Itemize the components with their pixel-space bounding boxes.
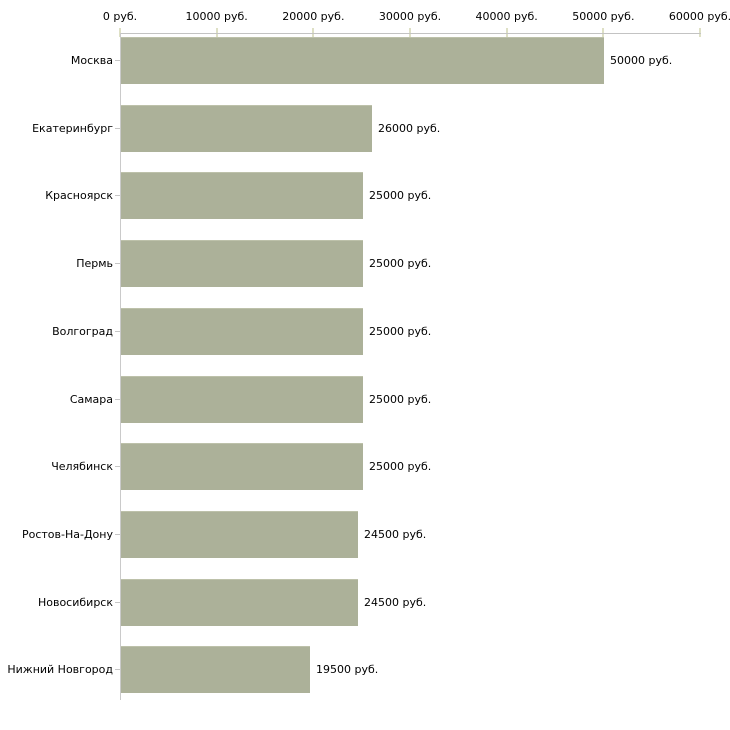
x-tick-mark [312, 28, 315, 37]
x-tick-label: 0 руб. [102, 10, 138, 23]
x-axis: 0 руб. 10000 руб. 20000 руб. 30000 руб. 4000… [0, 0, 730, 42]
bar [121, 105, 372, 152]
bar-row: Челябинск 25000 руб. [0, 443, 730, 490]
x-tick-mark [602, 28, 605, 37]
bar-row: Красноярск 25000 руб. [0, 172, 730, 219]
value-label: 26000 руб. [378, 122, 441, 135]
x-axis-line [120, 33, 701, 34]
value-label: 24500 руб. [364, 596, 427, 609]
bar [121, 511, 358, 558]
category-label: Челябинск [51, 460, 113, 473]
x-tick-label: 40000 руб. [475, 10, 538, 23]
bar-row: Ростов-На-Дону 24500 руб. [0, 511, 730, 558]
x-tick-label: 50000 руб. [572, 10, 635, 23]
category-label: Нижний Новгород [7, 663, 113, 676]
x-tick-label: 10000 руб. [185, 10, 248, 23]
x-tick-label: 20000 руб. [282, 10, 345, 23]
value-label: 50000 руб. [610, 54, 673, 67]
bar-row: Самара 25000 руб. [0, 376, 730, 423]
value-label: 25000 руб. [369, 189, 432, 202]
x-tick-mark [505, 28, 508, 37]
value-label: 19500 руб. [316, 663, 379, 676]
bar [121, 646, 310, 693]
category-label: Ростов-На-Дону [21, 528, 113, 541]
y-tick-mark [115, 466, 120, 467]
bar-row: Волгоград 25000 руб. [0, 308, 730, 355]
y-tick-mark [115, 669, 120, 670]
y-axis-line [120, 33, 121, 700]
x-tick-mark [699, 28, 701, 37]
y-tick-mark [115, 195, 120, 196]
value-label: 25000 руб. [369, 325, 432, 338]
bar-row: Москва 50000 руб. [0, 37, 730, 84]
value-label: 25000 руб. [369, 460, 432, 473]
x-tick-label: 60000 руб. [668, 10, 730, 23]
category-label: Новосибирск [37, 596, 113, 609]
bar-row: Пермь 25000 руб. [0, 240, 730, 287]
x-tick-mark [215, 28, 218, 37]
y-tick-mark [115, 60, 120, 61]
y-tick-mark [115, 331, 120, 332]
bar [121, 172, 363, 219]
value-label: 25000 руб. [369, 393, 432, 406]
bar [121, 443, 363, 490]
category-label: Москва [70, 54, 113, 67]
bar [121, 37, 604, 84]
bar [121, 376, 363, 423]
bar [121, 240, 363, 287]
category-label: Красноярск [45, 189, 113, 202]
bar-row: Новосибирск 24500 руб. [0, 579, 730, 626]
value-label: 25000 руб. [369, 257, 432, 270]
x-tick-mark [409, 28, 411, 37]
bar [121, 308, 363, 355]
y-tick-mark [115, 602, 120, 603]
category-label: Пермь [76, 257, 113, 270]
y-tick-mark [115, 128, 120, 129]
x-tick-label: 30000 руб. [378, 10, 442, 23]
y-tick-mark [115, 263, 120, 264]
y-tick-mark [115, 534, 120, 535]
bar-row: Екатеринбург 26000 руб. [0, 105, 730, 152]
category-label: Самара [69, 393, 113, 406]
category-label: Волгоград [52, 325, 113, 338]
bar [121, 579, 358, 626]
category-label: Екатеринбург [32, 122, 113, 135]
bar-row: Нижний Новгород 19500 руб. [0, 646, 730, 693]
x-tick-mark [119, 28, 121, 37]
value-label: 24500 руб. [364, 528, 427, 541]
y-tick-mark [115, 399, 120, 400]
